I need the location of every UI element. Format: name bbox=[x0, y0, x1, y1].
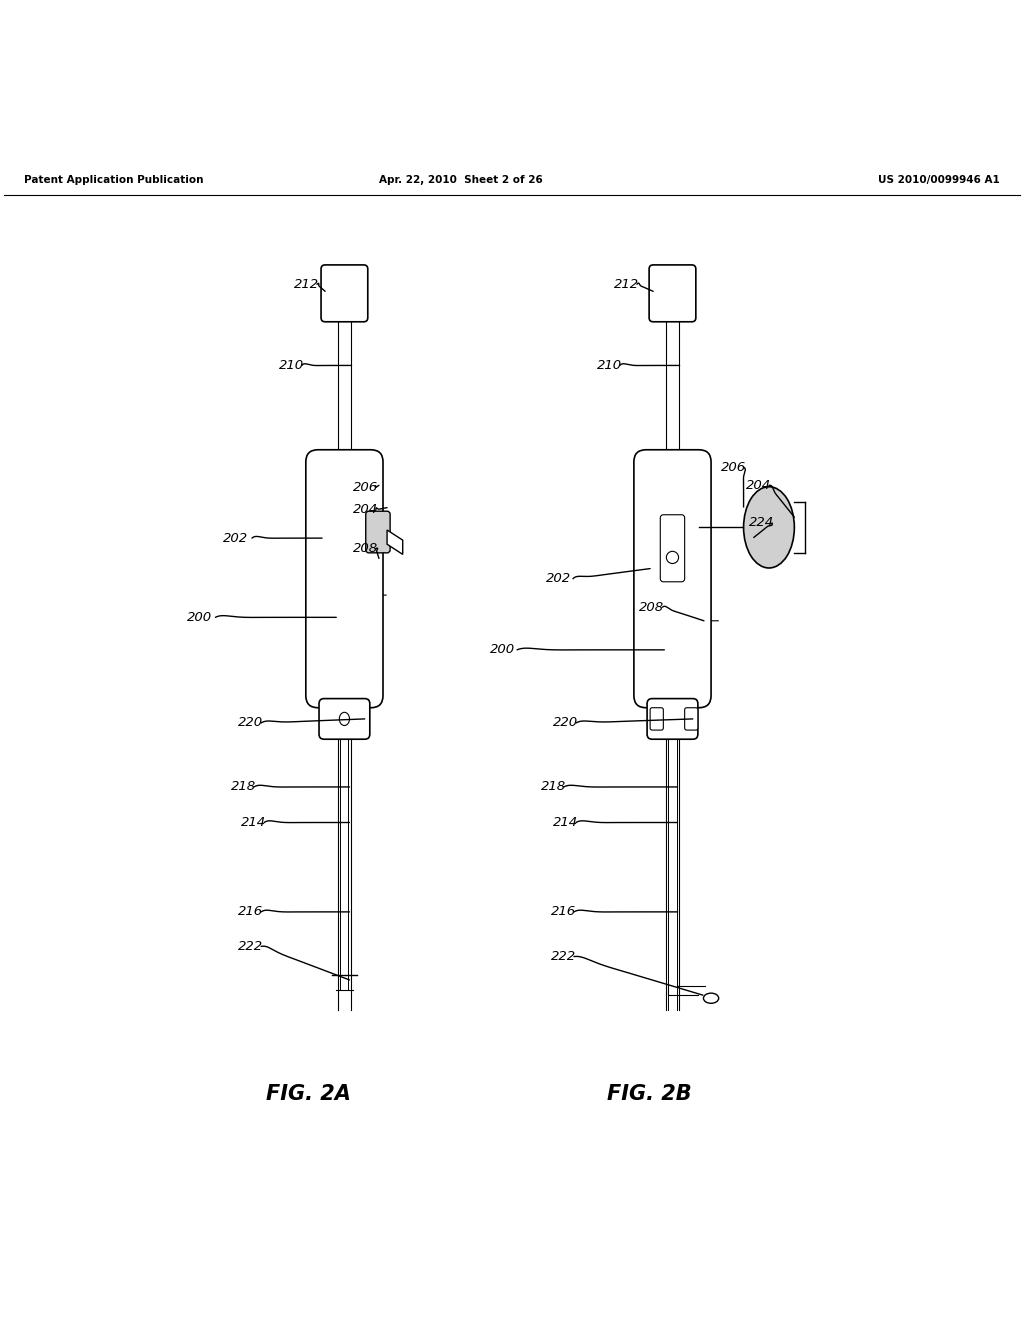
Text: 222: 222 bbox=[238, 940, 263, 953]
Text: 224: 224 bbox=[749, 516, 774, 529]
Polygon shape bbox=[387, 531, 402, 554]
Text: 208: 208 bbox=[639, 601, 665, 614]
FancyBboxPatch shape bbox=[685, 708, 698, 730]
Text: 208: 208 bbox=[353, 541, 378, 554]
Text: 204: 204 bbox=[353, 503, 378, 516]
Text: 200: 200 bbox=[187, 611, 212, 624]
Ellipse shape bbox=[703, 993, 719, 1003]
Text: 206: 206 bbox=[721, 461, 745, 474]
Text: 220: 220 bbox=[553, 717, 578, 730]
Text: 220: 220 bbox=[238, 717, 263, 730]
Text: 218: 218 bbox=[541, 780, 566, 793]
Text: Apr. 22, 2010  Sheet 2 of 26: Apr. 22, 2010 Sheet 2 of 26 bbox=[379, 174, 543, 185]
Text: 200: 200 bbox=[489, 643, 515, 656]
FancyBboxPatch shape bbox=[322, 265, 368, 322]
Ellipse shape bbox=[743, 487, 795, 568]
Text: FIG. 2B: FIG. 2B bbox=[607, 1084, 691, 1104]
Ellipse shape bbox=[339, 713, 349, 726]
Text: 202: 202 bbox=[546, 573, 571, 585]
FancyBboxPatch shape bbox=[634, 450, 711, 708]
FancyBboxPatch shape bbox=[647, 698, 698, 739]
FancyBboxPatch shape bbox=[319, 698, 370, 739]
Text: 222: 222 bbox=[551, 950, 575, 964]
Text: FIG. 2A: FIG. 2A bbox=[266, 1084, 351, 1104]
FancyBboxPatch shape bbox=[650, 708, 664, 730]
Text: 212: 212 bbox=[613, 277, 639, 290]
Text: 212: 212 bbox=[294, 277, 319, 290]
Text: 214: 214 bbox=[553, 816, 578, 829]
FancyBboxPatch shape bbox=[660, 515, 685, 582]
Text: 202: 202 bbox=[223, 532, 248, 545]
Text: Patent Application Publication: Patent Application Publication bbox=[25, 174, 204, 185]
FancyBboxPatch shape bbox=[306, 450, 383, 708]
Text: 204: 204 bbox=[745, 479, 771, 492]
Text: 206: 206 bbox=[353, 480, 378, 494]
Text: 210: 210 bbox=[279, 359, 304, 372]
Text: US 2010/0099946 A1: US 2010/0099946 A1 bbox=[878, 174, 999, 185]
FancyBboxPatch shape bbox=[649, 265, 696, 322]
Text: 210: 210 bbox=[597, 359, 622, 372]
Text: 216: 216 bbox=[238, 906, 263, 919]
Circle shape bbox=[667, 552, 679, 564]
FancyBboxPatch shape bbox=[366, 511, 390, 553]
Text: 216: 216 bbox=[551, 906, 575, 919]
Text: 214: 214 bbox=[241, 816, 266, 829]
Text: 218: 218 bbox=[231, 780, 256, 793]
